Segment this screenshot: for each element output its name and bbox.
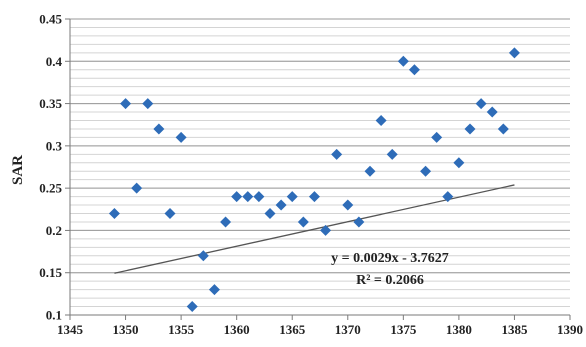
data-point	[442, 191, 454, 203]
gridlines	[70, 18, 570, 316]
y-tick-label: 0.15	[39, 265, 62, 280]
data-point	[320, 224, 332, 236]
data-point	[286, 191, 298, 203]
y-tick-label: 0.2	[46, 223, 62, 238]
data-point	[342, 199, 354, 211]
x-tick-label: 1360	[224, 322, 250, 337]
y-tick-label: 0.4	[46, 54, 63, 69]
data-point	[420, 165, 432, 177]
data-point	[108, 208, 120, 220]
data-point	[453, 157, 465, 169]
data-point	[220, 216, 232, 228]
data-point	[508, 47, 520, 59]
data-point	[297, 216, 309, 228]
y-tick-label: 0.45	[39, 12, 62, 27]
data-point	[197, 250, 209, 262]
y-tick-label: 0.25	[39, 181, 62, 196]
data-point	[353, 216, 365, 228]
y-tick-label: 0.1	[46, 308, 62, 323]
data-point	[308, 191, 320, 203]
data-point	[408, 64, 420, 76]
x-tick-label: 1370	[335, 322, 361, 337]
data-point	[120, 98, 132, 110]
data-point	[486, 106, 498, 118]
x-tick-label: 1355	[168, 322, 195, 337]
data-point	[231, 191, 243, 203]
axes	[65, 18, 571, 320]
data-point	[431, 131, 443, 143]
y-axis-title: SAR	[10, 155, 26, 185]
x-tick-label: 1385	[501, 322, 528, 337]
data-point	[264, 208, 276, 220]
data-point	[464, 123, 476, 135]
data-point	[164, 208, 176, 220]
data-point	[131, 182, 143, 194]
data-point	[186, 301, 198, 313]
data-point	[331, 148, 343, 160]
data-point	[386, 148, 398, 160]
data-point	[375, 114, 387, 126]
x-tick-label: 1350	[113, 322, 139, 337]
trendline-equation: y = 0.0029x - 3.7627	[331, 251, 449, 266]
y-tick-label: 0.3	[46, 138, 63, 153]
x-tick-label: 1380	[446, 322, 472, 337]
data-point	[175, 131, 187, 143]
r-squared-label: R² = 0.2066	[356, 273, 424, 288]
data-point	[364, 165, 376, 177]
data-point	[142, 98, 154, 110]
data-point	[475, 98, 487, 110]
data-point	[242, 191, 254, 203]
x-tick-label: 1375	[390, 322, 417, 337]
x-tick-label: 1365	[279, 322, 306, 337]
tick-labels: 1345 1350 1355 1360 1365 1370 1375 1380 1385 1390…	[39, 12, 583, 338]
data-point	[397, 55, 409, 67]
x-tick-label: 1390	[557, 322, 583, 337]
data-point	[275, 199, 287, 211]
data-point	[253, 191, 265, 203]
data-point	[208, 284, 220, 296]
data-points	[108, 47, 520, 313]
y-tick-label: 0.35	[39, 96, 62, 111]
x-tick-label: 1345	[57, 322, 84, 337]
data-point	[153, 123, 165, 135]
data-point	[497, 123, 509, 135]
